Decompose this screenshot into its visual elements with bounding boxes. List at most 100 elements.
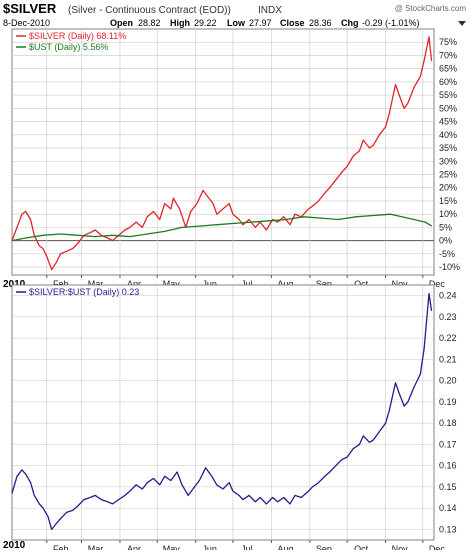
y-tick-label: 70% <box>439 50 457 60</box>
data-point-red <box>372 144 374 146</box>
data-point-red <box>423 60 425 62</box>
data-point-blue <box>16 475 18 477</box>
data-point-red <box>141 226 143 228</box>
data-point-blue <box>238 494 240 496</box>
y-tick-label: 0.13 <box>439 524 457 534</box>
data-point-red <box>112 240 113 242</box>
data-point-green <box>268 220 270 222</box>
data-point-blue <box>428 293 430 294</box>
chg-label: Chg <box>341 18 359 28</box>
data-point-green <box>77 234 79 236</box>
data-point-blue <box>277 501 279 503</box>
y-tick-label: 0.15 <box>439 482 457 492</box>
y-tick-label: 35% <box>439 143 457 153</box>
data-point-blue <box>369 441 370 443</box>
data-point-red <box>329 187 331 189</box>
data-point-green <box>129 236 131 238</box>
data-point-blue <box>254 501 256 503</box>
data-point-red <box>30 219 32 220</box>
y-tick-label: 0.22 <box>439 333 457 343</box>
data-point-red <box>318 200 320 202</box>
x-tick-label: Mar <box>88 544 104 550</box>
y-tick-label: -5% <box>439 249 455 259</box>
x-tick-label: Sep <box>316 279 332 289</box>
date-label: 8-Dec-2010 <box>3 18 50 28</box>
bottom-panel-series <box>11 292 433 531</box>
data-point-red <box>403 107 405 109</box>
y-tick-label: 0.19 <box>439 397 457 407</box>
data-point-red <box>362 139 364 141</box>
data-point-red <box>94 229 96 231</box>
data-point-blue <box>129 490 131 492</box>
legend-entry: $UST (Daily) 5.56% <box>29 42 108 52</box>
data-point-blue <box>372 439 374 441</box>
data-point-blue <box>141 488 143 490</box>
x-tick-label: Nov <box>392 279 409 289</box>
x-tick-label: Oct <box>354 279 369 289</box>
bottom-panel-y-axis: 0.13 0.14 0.15 0.16 0.17 0.18 0.19 0.20 0.21 0.22… <box>439 291 457 535</box>
y-tick-label: 0.20 <box>439 376 457 386</box>
y-tick-label: 60% <box>439 77 457 87</box>
y-tick-label: 65% <box>439 64 457 74</box>
data-point-blue <box>423 348 425 350</box>
data-point-red <box>277 221 279 223</box>
data-point-blue <box>359 443 360 445</box>
data-point-green <box>390 213 392 215</box>
data-point-blue <box>228 482 230 484</box>
data-point-blue <box>265 503 267 505</box>
top-panel-series <box>11 36 433 271</box>
open-label: Open <box>110 18 133 28</box>
close-label: Close <box>280 18 305 28</box>
exchange-label: INDX <box>258 5 282 16</box>
data-point-blue <box>388 409 390 411</box>
data-point-red <box>228 203 230 205</box>
data-point-red <box>66 250 68 252</box>
data-point-red <box>212 203 214 205</box>
x-tick-label: Apr <box>127 279 141 289</box>
data-point-red <box>21 213 23 215</box>
data-point-red <box>170 208 172 210</box>
data-point-green <box>59 233 61 235</box>
y-tick-label: 0% <box>439 236 452 246</box>
data-point-red <box>153 211 154 212</box>
data-point-red <box>238 219 240 220</box>
data-point-blue <box>164 475 166 477</box>
year-label-bottom: 2010 <box>3 540 26 550</box>
data-point-red <box>283 216 285 218</box>
data-point-red <box>77 242 79 244</box>
data-point-red <box>129 226 131 228</box>
open-value: 28.82 <box>138 18 161 28</box>
data-point-red <box>308 208 310 210</box>
chevron-down-icon[interactable] <box>458 21 466 26</box>
data-point-blue <box>413 386 415 388</box>
data-point-red <box>202 189 204 191</box>
x-tick-label: Nov <box>392 544 409 550</box>
data-point-blue <box>146 482 148 484</box>
y-tick-label: 25% <box>439 169 457 179</box>
data-point-green <box>112 234 113 236</box>
data-point-blue <box>187 494 189 496</box>
data-point-red <box>46 256 48 257</box>
data-point-blue <box>419 373 421 375</box>
data-point-red <box>419 76 421 78</box>
data-point-blue <box>89 497 91 498</box>
series-line-red <box>11 36 433 271</box>
data-point-red <box>254 226 256 228</box>
data-point-red <box>72 248 74 249</box>
y-tick-label: 55% <box>439 90 457 100</box>
y-tick-label: 75% <box>439 37 457 47</box>
data-point-blue <box>107 501 109 503</box>
data-point-green <box>337 219 339 220</box>
data-point-blue <box>205 467 207 469</box>
data-point-red <box>407 102 409 104</box>
data-point-blue <box>124 494 126 496</box>
data-point-red <box>359 150 360 152</box>
x-tick-label: Apr <box>127 544 141 550</box>
data-point-red <box>179 208 181 210</box>
y-tick-label: 0.17 <box>439 439 457 449</box>
data-point-green <box>303 216 305 218</box>
data-point-red <box>146 216 148 218</box>
data-point-red <box>89 232 91 234</box>
data-point-red <box>294 213 296 215</box>
legend-entry: $SILVER:$UST (Daily) 0.23 <box>29 287 139 297</box>
